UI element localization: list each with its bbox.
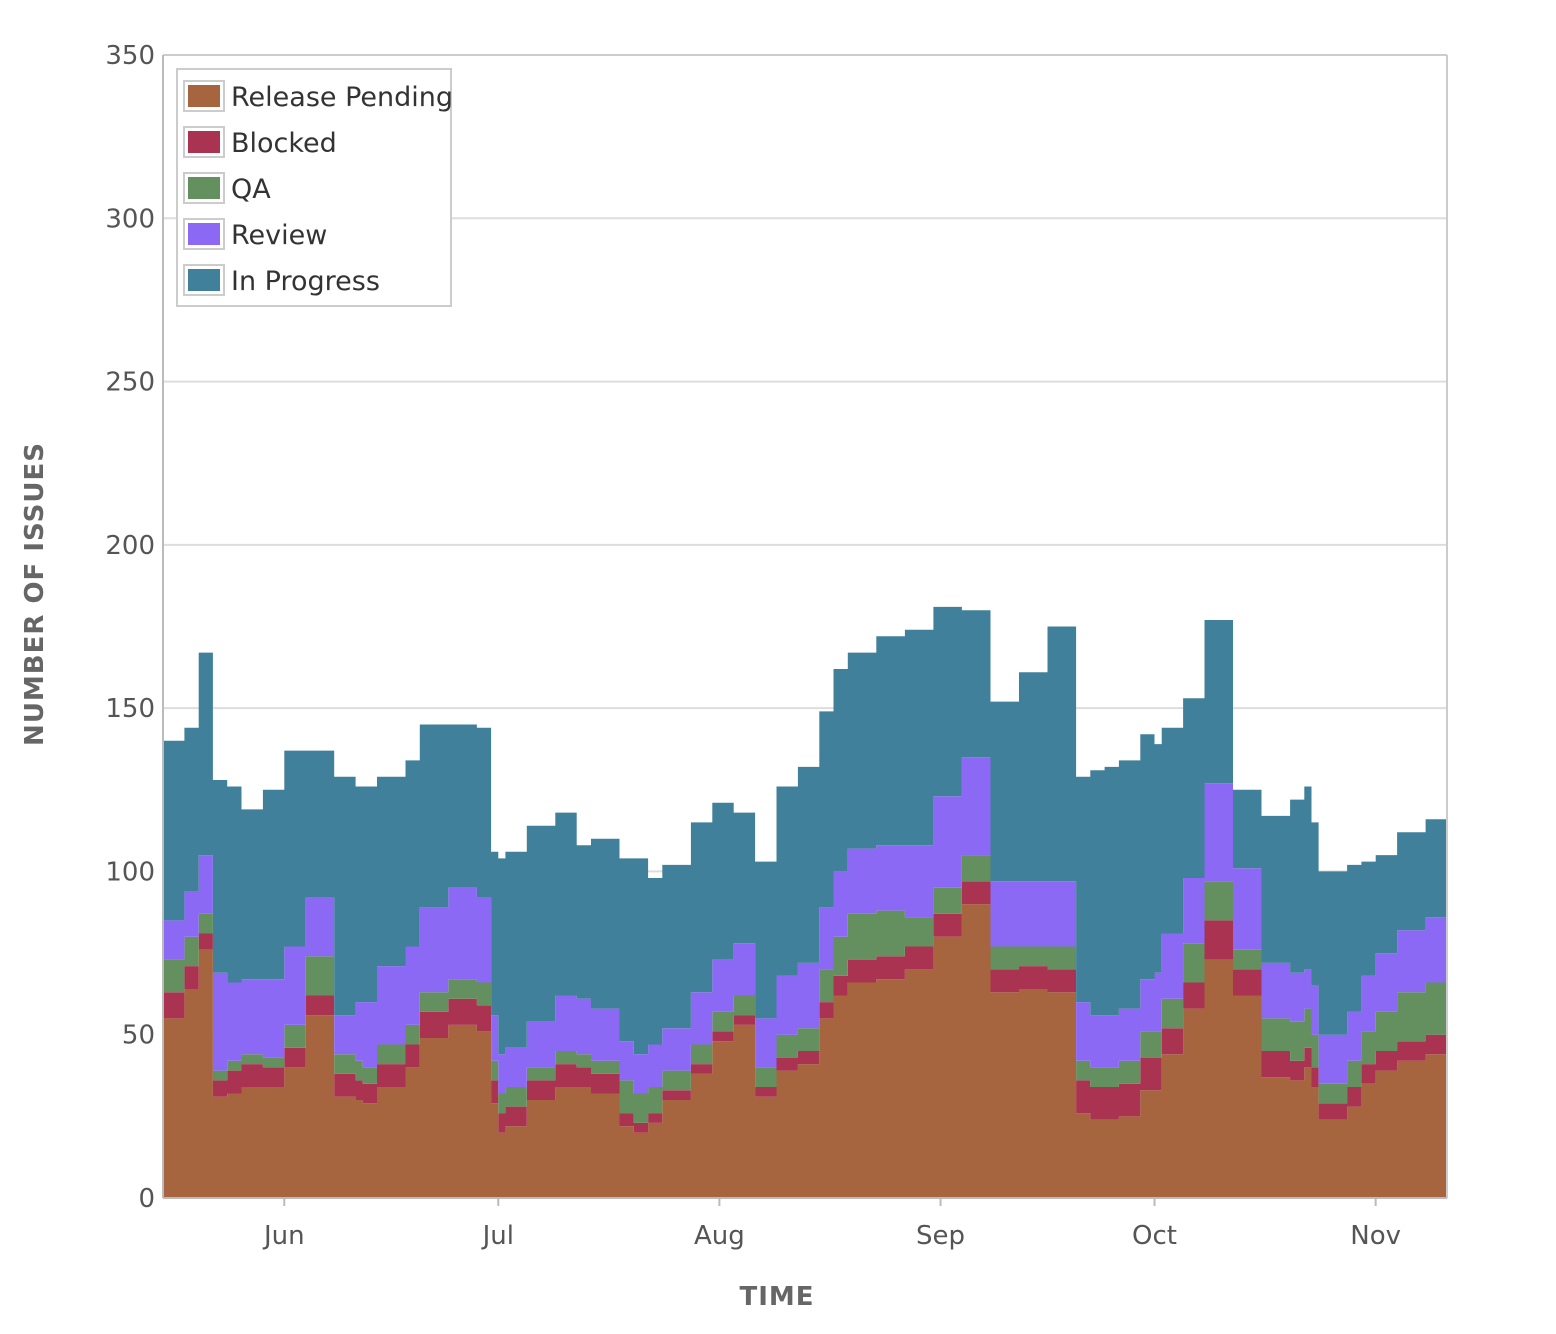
legend-swatch [188, 85, 220, 107]
legend-label: Blocked [231, 128, 337, 159]
x-tick-label: Sep [916, 1221, 965, 1251]
area-review [163, 757, 1447, 1094]
y-tick-label: 300 [105, 204, 155, 234]
area-qa [163, 855, 1447, 1123]
y-tick-label: 350 [105, 41, 155, 71]
legend-swatch [188, 177, 220, 199]
x-tick-label: Nov [1350, 1221, 1401, 1251]
x-tick-label: Jun [262, 1221, 305, 1251]
legend-label: Review [231, 220, 327, 251]
area-release-pending [163, 904, 1447, 1198]
area-in-progress [163, 606, 1447, 1055]
y-tick-label: 100 [105, 857, 155, 887]
area-blocked [163, 881, 1447, 1133]
legend: Release Pending Blocked QA Review In Progres… [176, 68, 453, 307]
y-tick-label: 50 [122, 1021, 155, 1051]
x-tick-label: Aug [694, 1221, 745, 1251]
axes: Jun Jul Aug Sep Oct Nov [162, 54, 1448, 1251]
y-tick-label: 0 [138, 1184, 155, 1214]
legend-swatch [188, 131, 220, 153]
x-tick-label: Jul [481, 1221, 514, 1251]
y-axis-title: NUMBER OF ISSUES [20, 442, 50, 746]
y-tick-label: 250 [105, 368, 155, 398]
area-series-group [163, 606, 1447, 1198]
y-tick-label: 150 [105, 694, 155, 724]
y-tick-label: 200 [105, 531, 155, 561]
legend-swatch [188, 269, 220, 291]
legend-label: Release Pending [231, 82, 453, 113]
legend-label: In Progress [231, 266, 380, 297]
x-axis-title: TIME [739, 1282, 814, 1312]
legend-swatch [188, 223, 220, 245]
x-tick-label: Oct [1132, 1221, 1177, 1251]
legend-label: QA [231, 174, 271, 205]
